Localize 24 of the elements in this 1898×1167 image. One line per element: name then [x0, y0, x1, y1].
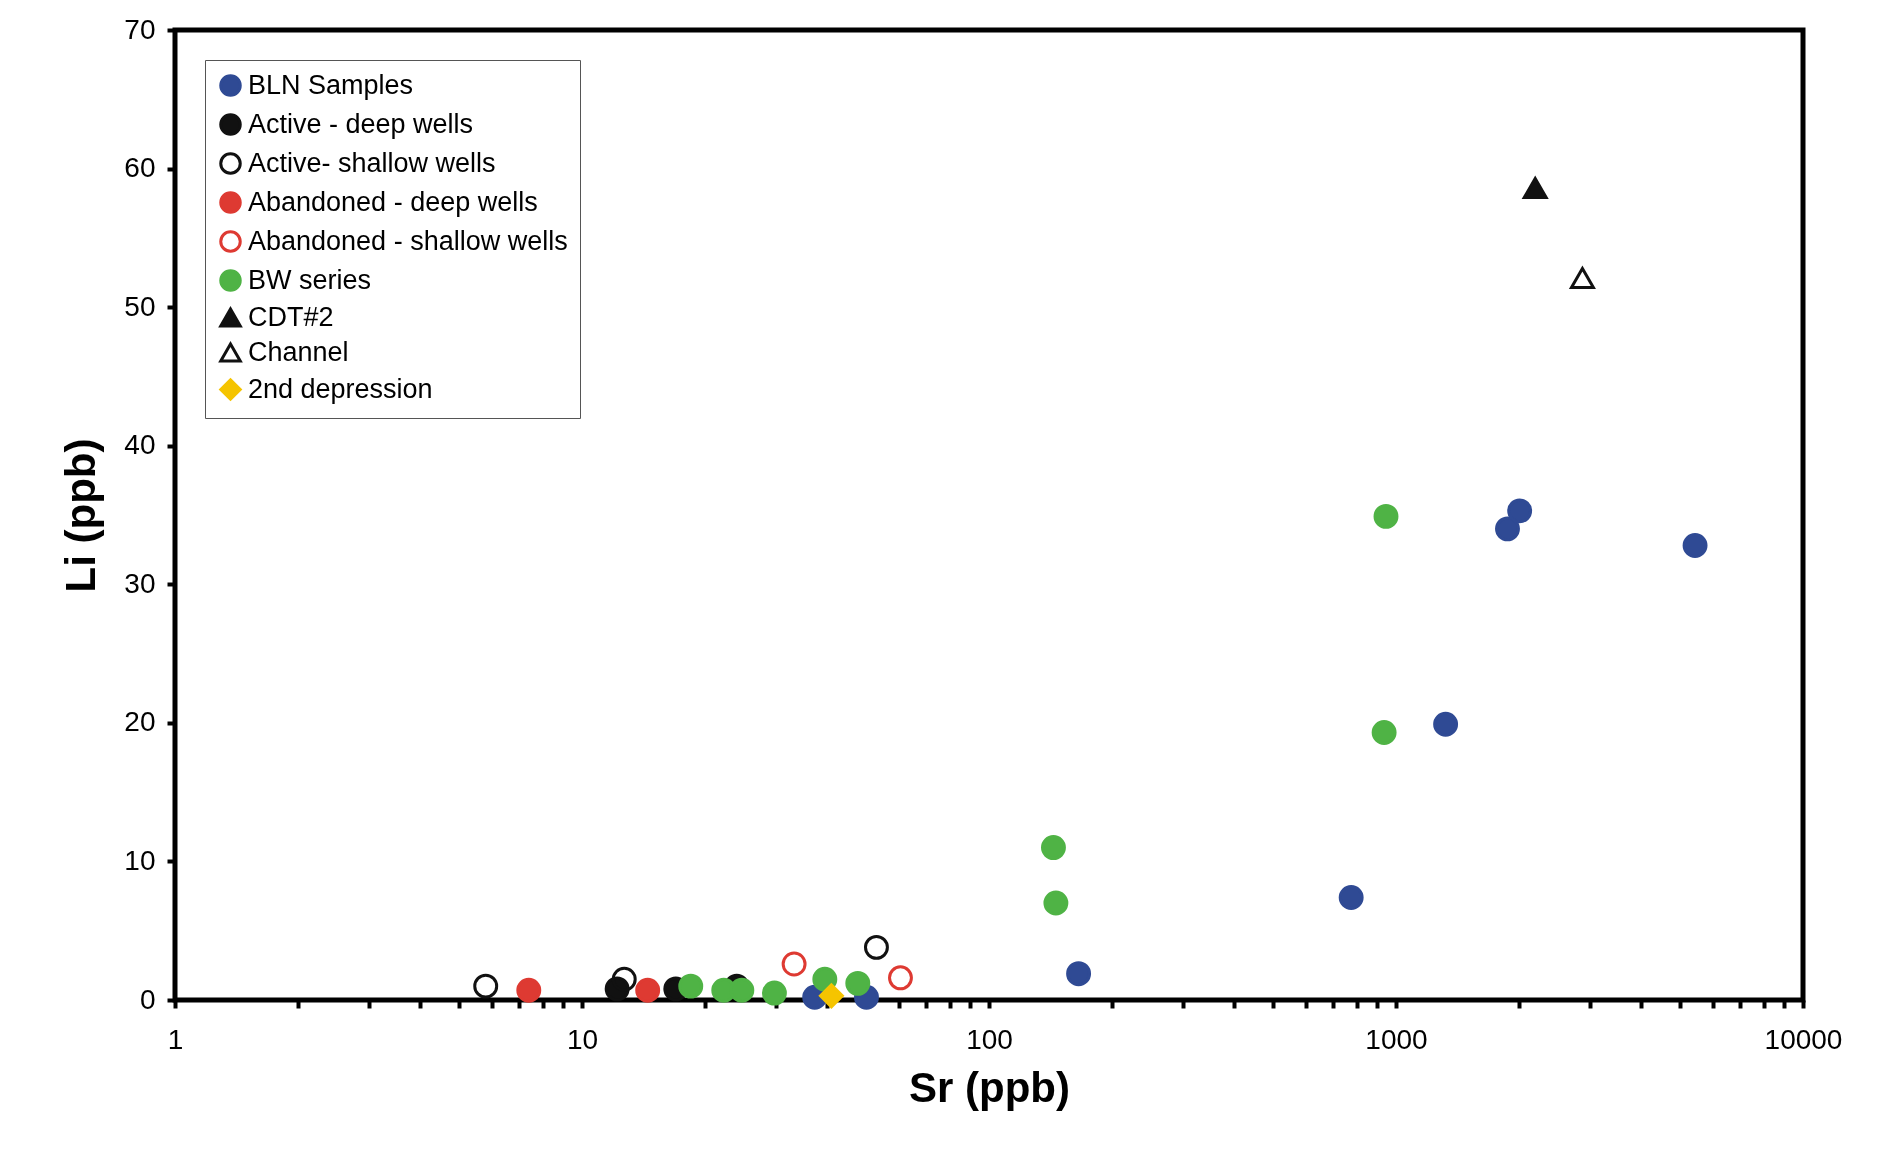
legend-label: Channel	[248, 336, 349, 367]
x-tick-label: 1000	[1365, 1023, 1428, 1055]
legend-label: Abandoned - deep wells	[248, 186, 538, 217]
legend-label: 2nd depression	[248, 373, 433, 404]
legend-label: Active - deep wells	[248, 108, 474, 139]
x-tick-label: 10000	[1764, 1023, 1843, 1055]
y-tick-label: 50	[124, 290, 156, 322]
legend-label: CDT#2	[248, 301, 334, 332]
y-tick-label: 30	[124, 567, 156, 599]
legend-label: Abandoned - shallow wells	[248, 225, 568, 256]
x-axis-title: Sr (ppb)	[909, 1063, 1070, 1111]
x-tick-label: 10	[566, 1023, 599, 1055]
x-tick-label: 1	[167, 1023, 184, 1055]
y-tick-label: 0	[139, 983, 156, 1015]
y-tick-label: 10	[124, 844, 156, 876]
x-tick-label: 100	[966, 1023, 1013, 1055]
legend-label: BW series	[248, 264, 372, 295]
y-tick-label: 70	[124, 13, 156, 45]
y-axis-title: Li (ppb)	[57, 438, 105, 593]
y-tick-label: 20	[124, 706, 156, 738]
y-tick-label: 40	[124, 429, 156, 461]
y-tick-label: 60	[124, 152, 156, 184]
legend-label: Active- shallow wells	[248, 147, 496, 178]
legend-label: BLN Samples	[248, 69, 414, 100]
